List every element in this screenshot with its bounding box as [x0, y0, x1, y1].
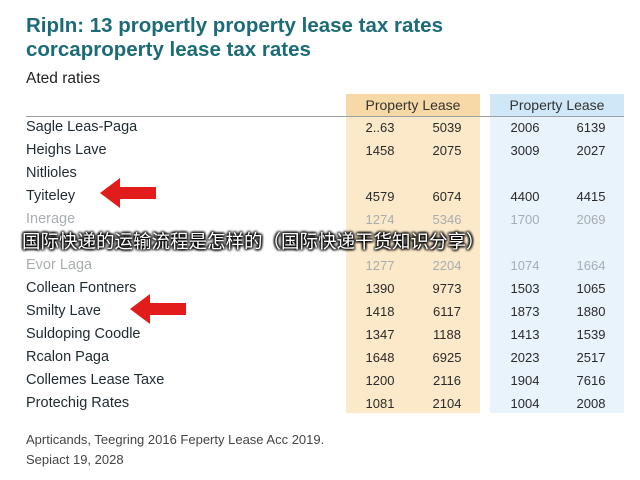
- red-arrow-icon: [130, 294, 186, 324]
- row-label: Collemes Lease Taxe: [26, 372, 165, 388]
- table-cell: 1873: [510, 304, 540, 319]
- table-cell: 2..63: [365, 120, 395, 135]
- section-label: Ated raties: [26, 70, 101, 87]
- chart-title: RipIn: 13 propertly property lease tax r…: [26, 14, 443, 62]
- table-cell: 6139: [576, 120, 606, 135]
- table-cell: 1458: [365, 143, 395, 158]
- table-cell: 4579: [365, 189, 395, 204]
- table-cell: 1700: [510, 212, 540, 227]
- table-cell: 4400: [510, 189, 540, 204]
- table-row: Rcalon Paga 1648 6925 2023 2517: [0, 346, 640, 369]
- table-cell: 1347: [365, 327, 395, 342]
- table-row: Collemes Lease Taxe 1200 2116 1904 7616: [0, 369, 640, 392]
- table-cell: 1200: [365, 373, 395, 388]
- table-row: Heighs Lave 1458 2075 3009 2027: [0, 139, 640, 162]
- table-cell: 2116: [433, 373, 461, 388]
- table-cell: 9773: [432, 281, 462, 296]
- table-cell: 1074: [510, 258, 540, 273]
- table-row: Collean Fontners 1390 9773 1503 1065: [0, 277, 640, 300]
- table-cell: 1539: [576, 327, 606, 342]
- red-arrow-icon: [100, 178, 156, 208]
- table-cell: 1413: [510, 327, 540, 342]
- row-label: Suldoping Coodle: [26, 326, 141, 342]
- row-label: Smilty Lave: [26, 303, 101, 319]
- table-cell: 7616: [576, 373, 606, 388]
- table-row: Protechig Rates 1081 2104 1004 2008: [0, 392, 640, 415]
- table-cell: 1277: [365, 258, 395, 273]
- table-cell: 1065: [576, 281, 606, 296]
- column-group-header-left: Property Lease: [346, 94, 480, 116]
- table-cell: 1880: [576, 304, 606, 319]
- table-cell: 2069: [576, 212, 606, 227]
- table-cell: 1904: [510, 373, 540, 388]
- column-group-background-left: [346, 117, 480, 413]
- table-cell: 1004: [510, 396, 540, 411]
- table-cell: 1390: [365, 281, 395, 296]
- header-rule: [26, 116, 624, 117]
- table-cell: 1648: [365, 350, 395, 365]
- table-cell: 1664: [576, 258, 606, 273]
- title-line-2: corcaproperty lease tax rates: [26, 38, 311, 61]
- table-cell: 2075: [432, 143, 462, 158]
- table-cell: 2008: [576, 396, 606, 411]
- footer-date: Sepiact 19, 2028: [26, 452, 124, 467]
- table-cell: 1503: [510, 281, 540, 296]
- footer-note: Aprticands, Teegring 2016 Feperty Lease …: [26, 432, 325, 447]
- table-cell: 5346: [432, 212, 462, 227]
- row-label: Sagle Leas-Paga: [26, 119, 138, 135]
- table-row: Tyiteley 4579 6074 4400 4415: [0, 185, 640, 208]
- table-cell: 3009: [510, 143, 540, 158]
- table-cell: 6117: [433, 304, 461, 319]
- table-row: Smilty Lave 1418 6117 1873 1880: [0, 300, 640, 323]
- row-label: Protechig Rates: [26, 395, 130, 411]
- row-label: Heighs Lave: [26, 142, 107, 158]
- table-row: Nitlioles: [0, 162, 640, 185]
- table-row: Inerage 1274 5346 1700 2069: [0, 208, 640, 231]
- column-group-background-right: [490, 117, 624, 413]
- column-group-header-right: Property Lease: [490, 94, 624, 116]
- table-cell: 1188: [433, 327, 461, 342]
- row-label: Evor Laga: [26, 257, 93, 273]
- row-label: Inerage: [26, 211, 76, 227]
- table-cell: 6925: [432, 350, 462, 365]
- table-cell: 6074: [432, 189, 462, 204]
- table-cell: 2023: [510, 350, 540, 365]
- table-cell: 5039: [432, 120, 462, 135]
- table-cell: 1081: [365, 396, 395, 411]
- table-cell: 2204: [432, 258, 462, 273]
- table-cell: 2006: [510, 120, 540, 135]
- table-cell: 1274: [365, 212, 395, 227]
- row-label: Tyiteley: [26, 188, 76, 204]
- table-cell: 4415: [576, 189, 606, 204]
- table-row: Sagle Leas-Paga 2..63 5039 2006 6139: [0, 116, 640, 139]
- table-row: Suldoping Coodle 1347 1188 1413 1539: [0, 323, 640, 346]
- row-label: Nitlioles: [26, 165, 77, 181]
- overlay-caption: 国际快递的运输流程是怎样的（国际快递干货知识分享）: [22, 231, 485, 252]
- table-row: Evor Laga 1277 2204 1074 1664: [0, 254, 640, 277]
- table-cell: 2517: [576, 350, 606, 365]
- table-cell: 2104: [432, 396, 462, 411]
- table-cell: 1418: [365, 304, 395, 319]
- row-label: Collean Fontners: [26, 280, 137, 296]
- row-label: Rcalon Paga: [26, 349, 110, 365]
- table-cell: 2027: [576, 143, 606, 158]
- title-line-1: RipIn: 13 propertly property lease tax r…: [26, 14, 443, 37]
